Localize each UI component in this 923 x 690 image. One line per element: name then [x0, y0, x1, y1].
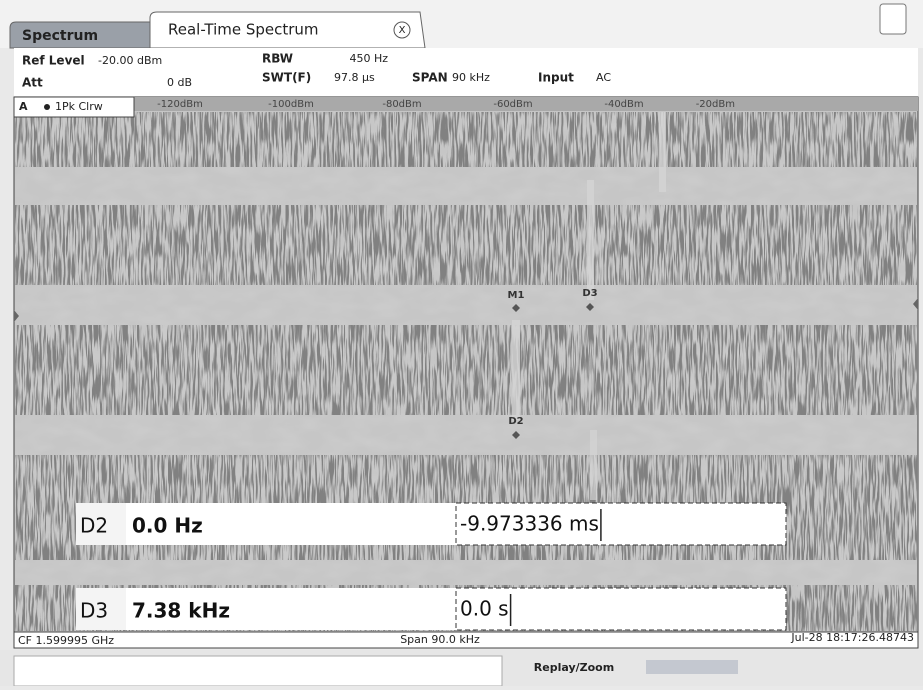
signal-trace: [659, 112, 666, 192]
signal-trace: [512, 320, 520, 420]
status-field: [14, 656, 502, 686]
param-label: SWT(F): [262, 71, 311, 85]
tab-label: Spectrum: [22, 28, 98, 44]
param-value: AC: [596, 71, 611, 84]
marker-label: D2: [508, 416, 523, 427]
color-scale-label: -40dBm: [604, 99, 643, 110]
param-value: 97.8 µs: [334, 71, 375, 84]
window-label: A: [19, 100, 28, 113]
spectrogram: [14, 97, 918, 632]
param-value: 90 kHz: [452, 71, 490, 84]
param-label: Input: [538, 71, 574, 85]
marker-label: D3: [582, 288, 597, 299]
progress-bar: [646, 660, 738, 674]
center-frequency: CF 1.599995 GHz: [18, 634, 114, 647]
param-value: 450 Hz: [349, 52, 388, 65]
param-value: 0 dB: [167, 76, 192, 89]
noise-band: [15, 205, 917, 285]
close-icon: X: [399, 25, 406, 36]
param-label: Att: [22, 76, 43, 90]
trace-dot: [44, 104, 50, 110]
trace-label: 1Pk Clrw: [55, 100, 103, 113]
display-config-button[interactable]: [880, 4, 906, 34]
color-scale-label: -100dBm: [268, 99, 314, 110]
marker-y-value: 0.0 s: [460, 597, 509, 621]
span: Span 90.0 kHz: [400, 633, 480, 646]
marker-name: D3: [80, 599, 108, 623]
color-scale-label: -60dBm: [493, 99, 532, 110]
color-scale-label: -120dBm: [157, 99, 203, 110]
marker-x-value: 7.38 kHz: [132, 599, 230, 623]
color-scale-label: -80dBm: [382, 99, 421, 110]
signal-trace: [587, 180, 594, 300]
color-scale-label: -20dBm: [696, 99, 735, 110]
param-label: SPAN: [412, 71, 448, 85]
marker-y-value: -9.973336 ms: [460, 512, 599, 536]
noise-band: [15, 325, 917, 415]
timestamp: Jul-28 18:17:26.48743: [790, 631, 914, 644]
signal-trace: [590, 430, 597, 500]
noise-band: [15, 112, 917, 167]
marker-name: D2: [80, 514, 108, 538]
marker-label: M1: [508, 290, 525, 301]
param-label: Ref Level: [22, 54, 85, 68]
marker-x-value: 0.0 Hz: [132, 514, 203, 538]
param-value: -20.00 dBm: [98, 54, 162, 67]
screen: Spectrum Real-Time Spectrum X Ref Level …: [0, 0, 923, 686]
tab-label: Real-Time Spectrum: [168, 21, 319, 39]
param-label: RBW: [262, 52, 293, 66]
color-scale: [14, 97, 918, 111]
status-mode: Replay/Zoom: [534, 661, 614, 674]
